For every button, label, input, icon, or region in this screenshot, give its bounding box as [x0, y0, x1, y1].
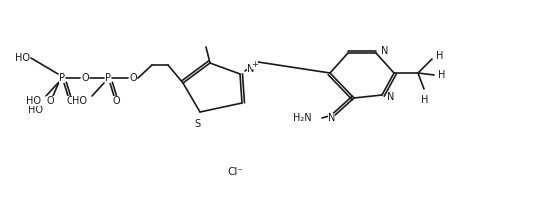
Text: H: H — [438, 70, 445, 80]
Text: O: O — [81, 73, 89, 83]
Text: S: S — [194, 119, 200, 129]
Text: H₂N: H₂N — [293, 113, 312, 123]
Text: P: P — [105, 73, 111, 83]
Text: H: H — [436, 51, 444, 61]
Text: H: H — [421, 95, 428, 105]
Text: +: + — [252, 60, 259, 69]
Text: HO: HO — [28, 105, 43, 115]
Text: O: O — [129, 73, 137, 83]
Text: N: N — [381, 46, 388, 56]
Text: N: N — [328, 113, 335, 123]
Text: HO: HO — [72, 96, 87, 106]
Text: N: N — [387, 92, 394, 102]
Text: P: P — [59, 73, 65, 83]
Text: HO: HO — [15, 53, 30, 63]
Text: O: O — [46, 96, 54, 106]
Text: HO: HO — [26, 96, 41, 106]
Text: O: O — [66, 96, 74, 106]
Text: Cl⁻: Cl⁻ — [227, 167, 243, 177]
Text: N: N — [247, 64, 254, 74]
Text: O: O — [112, 96, 120, 106]
